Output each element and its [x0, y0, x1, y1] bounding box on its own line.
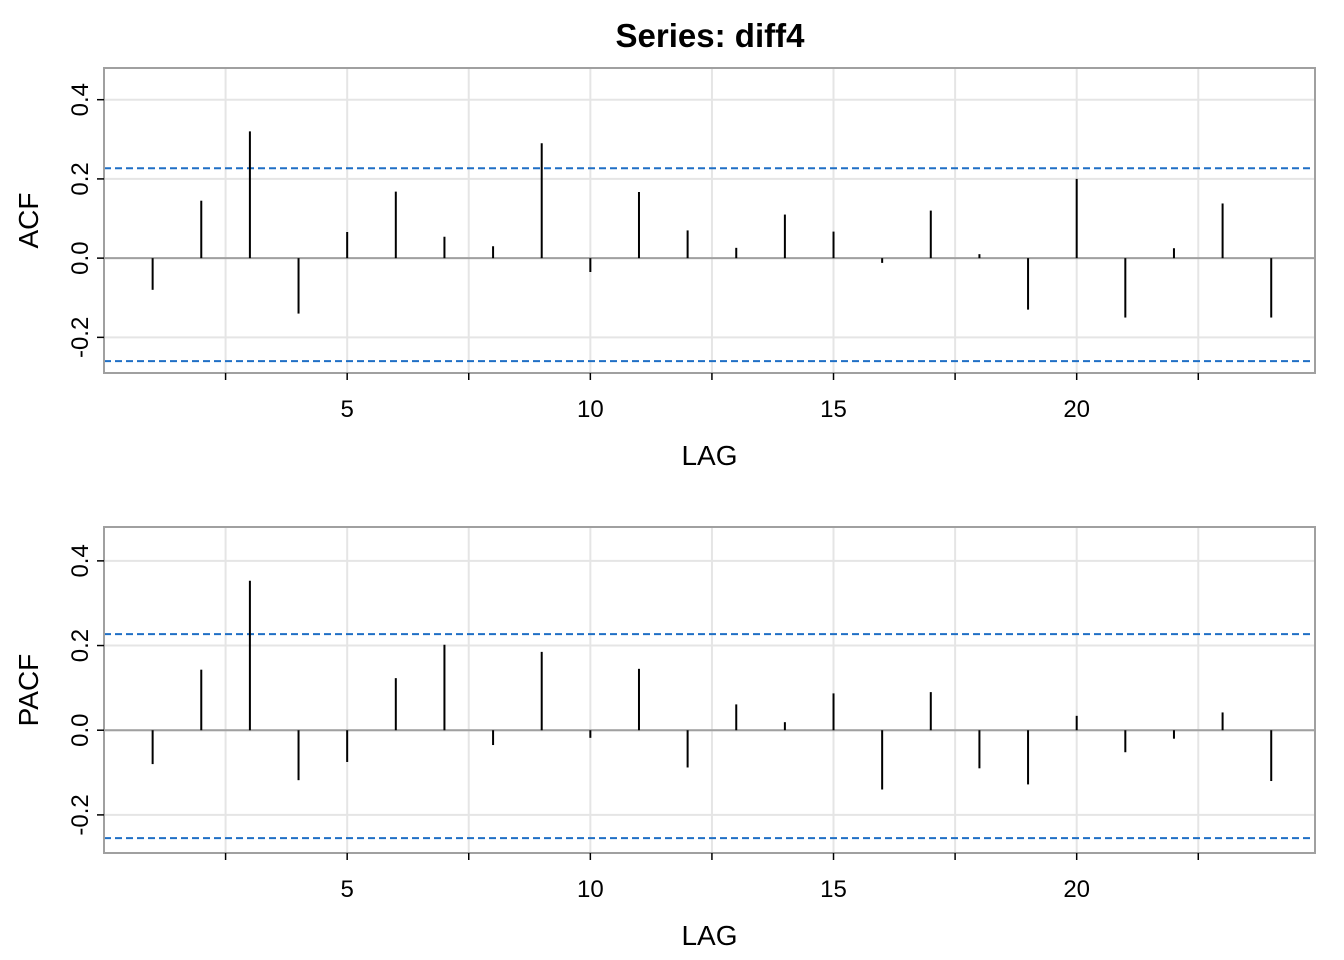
x-tick-label: 20 — [1063, 876, 1090, 903]
x-tick-label: 15 — [820, 876, 847, 903]
pacf-panel: 5 10 15 20 -0.2 0.0 0.2 0.4 LAG PACF — [13, 526, 1316, 951]
y-tick-label: 0.0 — [67, 714, 94, 747]
acf-panel: 5 10 15 20 -0.2 0.0 0.2 0.4 LAG ACF — [13, 67, 1316, 471]
y-tick-label: 0.4 — [67, 544, 94, 577]
y-axis-label: ACF — [13, 193, 44, 249]
plot-frame — [103, 67, 1316, 374]
chart-title: Series: diff4 — [616, 17, 806, 54]
x-axis-label: LAG — [681, 920, 737, 951]
x-tick-label: 20 — [1063, 396, 1090, 423]
x-tick-label: 5 — [340, 396, 353, 423]
y-tick-label: 0.0 — [67, 241, 94, 274]
x-tick-label: 5 — [340, 876, 353, 903]
y-tick-label: -0.2 — [67, 317, 94, 358]
x-axis-label: LAG — [681, 440, 737, 471]
x-tick-label: 10 — [577, 396, 604, 423]
y-axis-label: PACF — [13, 654, 44, 727]
y-tick-label: 0.2 — [67, 162, 94, 195]
plot-frame — [103, 526, 1316, 854]
y-tick-label: 0.2 — [67, 629, 94, 662]
y-tick-label: -0.2 — [67, 794, 94, 835]
y-tick-label: 0.4 — [67, 83, 94, 116]
x-tick-label: 15 — [820, 396, 847, 423]
x-tick-label: 10 — [577, 876, 604, 903]
